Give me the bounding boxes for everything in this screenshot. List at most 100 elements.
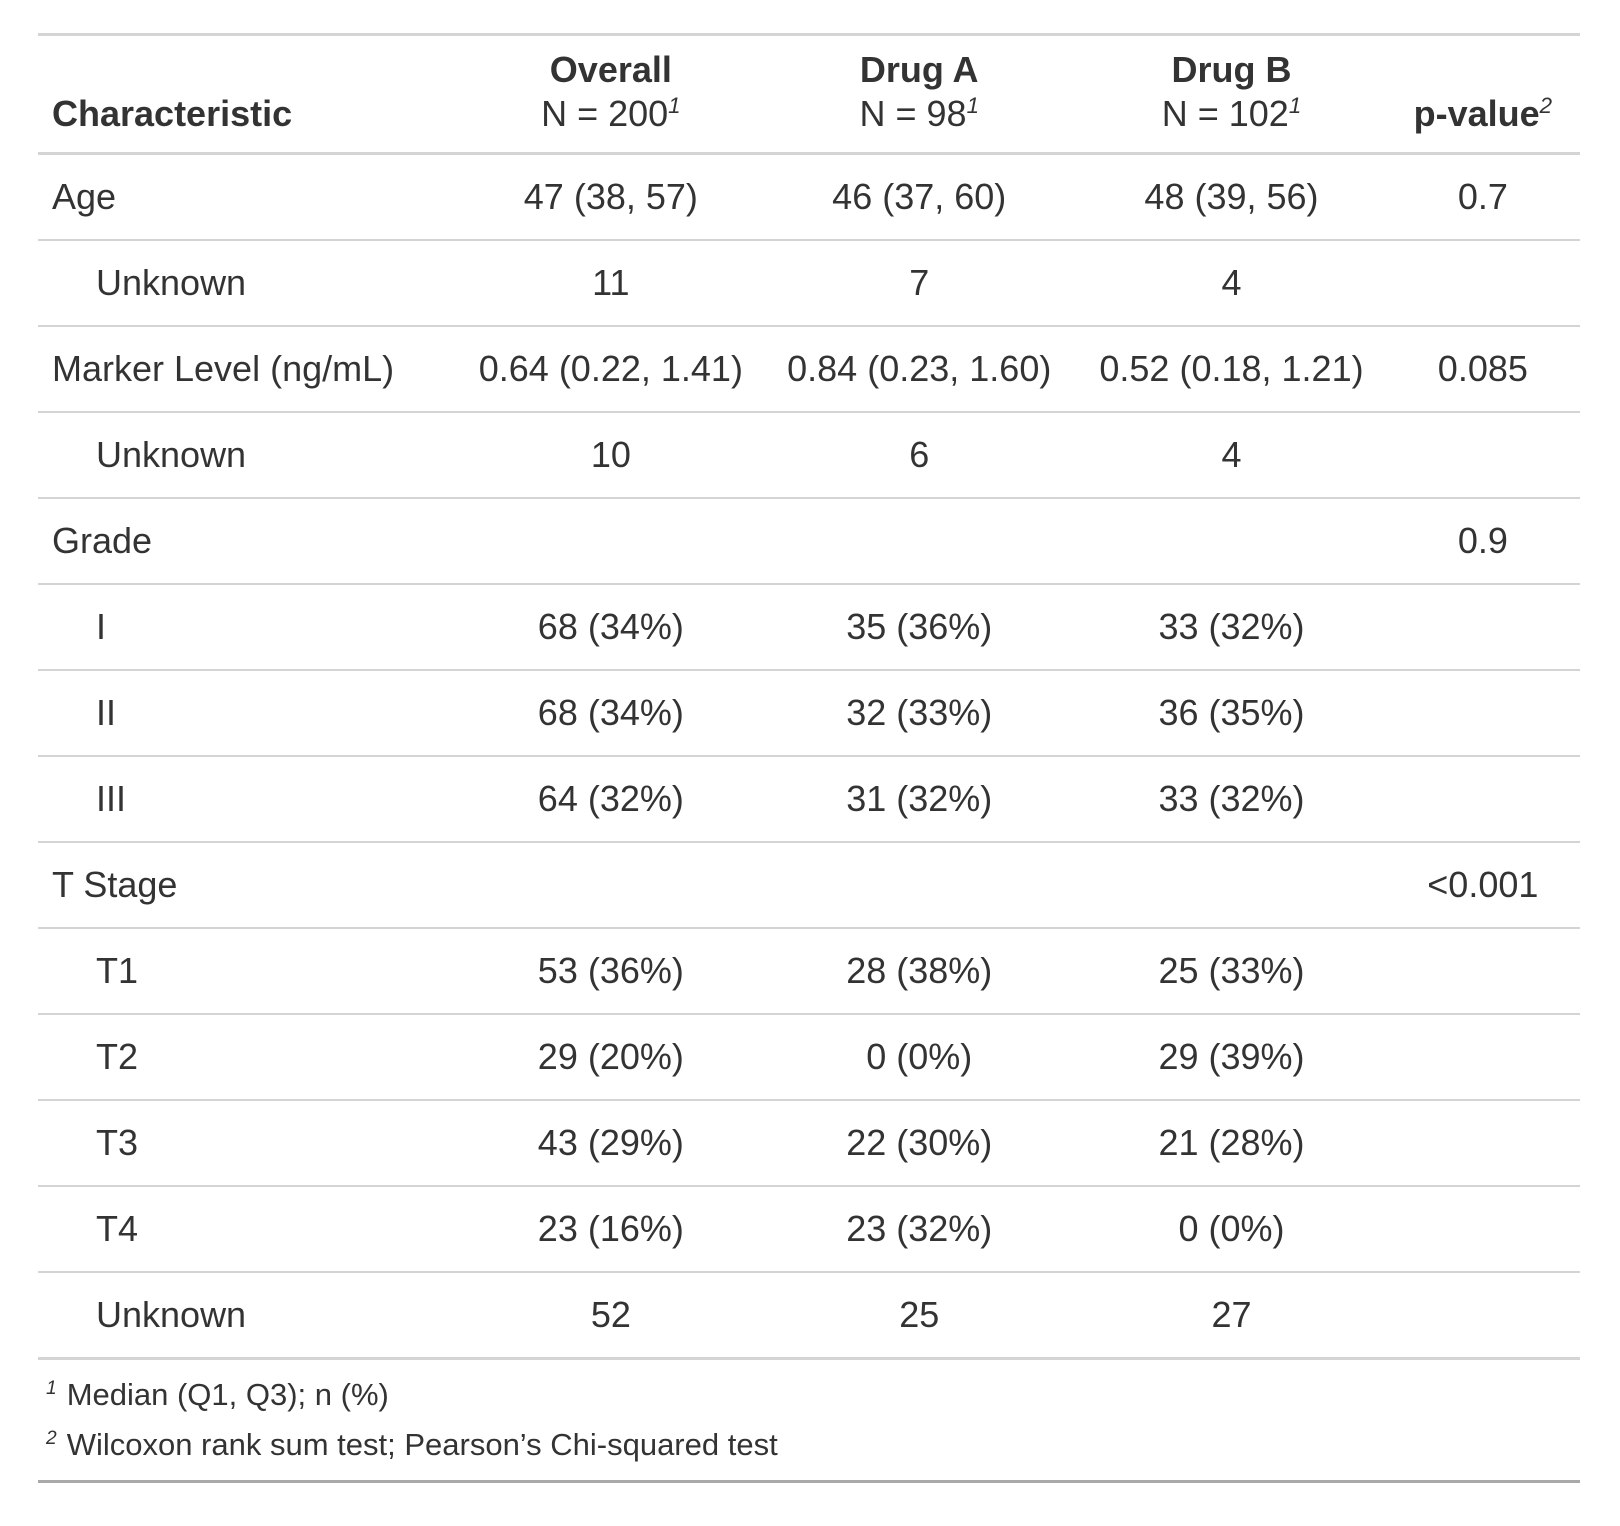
cell-drug-b: 0 (0%): [1077, 1186, 1386, 1273]
header-pvalue-title: p-value: [1413, 93, 1540, 134]
cell-drug-a: [761, 842, 1078, 929]
cell-overall: [460, 498, 762, 585]
summary-table: Characteristic Overall N = 2001 Drug A N…: [38, 33, 1580, 1483]
header-overall-n: N = 2001: [471, 92, 752, 136]
cell-drug-b: 0.52 (0.18, 1.21): [1077, 326, 1386, 413]
cell-overall: 43 (29%): [460, 1100, 762, 1187]
row-label: Unknown: [38, 1272, 461, 1360]
table-row: I 68 (34%) 35 (36%) 33 (32%): [38, 584, 1580, 671]
footnote-text: Median (Q1, Q3); n (%): [66, 1377, 389, 1412]
table-row: III 64 (32%) 31 (32%) 33 (32%): [38, 756, 1580, 843]
footnote-mark: 2: [46, 1427, 57, 1449]
table-header: Characteristic Overall N = 2001 Drug A N…: [38, 33, 1580, 155]
cell-drug-b: 27: [1077, 1272, 1386, 1360]
cell-overall: 0.64 (0.22, 1.41): [460, 326, 762, 413]
row-label: T4: [38, 1186, 461, 1273]
header-row: Characteristic Overall N = 2001 Drug A N…: [38, 33, 1580, 155]
cell-pvalue: [1385, 1272, 1580, 1360]
cell-overall: 29 (20%): [460, 1014, 762, 1101]
table-row: T2 29 (20%) 0 (0%) 29 (39%): [38, 1014, 1580, 1101]
footnotes: 1 Median (Q1, Q3); n (%) 2 Wilcoxon rank s…: [38, 1359, 1580, 1482]
header-overall-n-text: N = 200: [541, 93, 669, 134]
header-drug-b-title: Drug B: [1171, 49, 1292, 90]
footnote-text: Wilcoxon rank sum test; Pearson’s Chi-sq…: [66, 1427, 778, 1462]
cell-overall: 11: [460, 240, 762, 327]
table-row: T Stage <0.001: [38, 842, 1580, 929]
cell-drug-b: [1077, 498, 1386, 585]
cell-drug-a: 6: [761, 412, 1078, 499]
cell-overall: 10: [460, 412, 762, 499]
header-overall: Overall N = 2001: [460, 33, 762, 155]
cell-drug-b: 4: [1077, 412, 1386, 499]
row-label: Age: [38, 153, 461, 241]
row-label: Unknown: [38, 412, 461, 499]
footnote-mark: 1: [46, 1377, 57, 1399]
cell-pvalue: 0.9: [1385, 498, 1580, 585]
cell-overall: 52: [460, 1272, 762, 1360]
cell-drug-b: 48 (39, 56): [1077, 153, 1386, 241]
cell-drug-a: 0 (0%): [761, 1014, 1078, 1101]
cell-pvalue: [1385, 1100, 1580, 1187]
table-row: T4 23 (16%) 23 (32%) 0 (0%): [38, 1186, 1580, 1273]
cell-pvalue: [1385, 928, 1580, 1015]
header-drug-b-n: N = 1021: [1087, 92, 1375, 136]
footnote-mark-1-icon: 1: [966, 93, 979, 118]
cell-drug-a: 28 (38%): [761, 928, 1078, 1015]
cell-drug-a: 0.84 (0.23, 1.60): [761, 326, 1078, 413]
cell-overall: 64 (32%): [460, 756, 762, 843]
cell-drug-b: [1077, 842, 1386, 929]
table-row: T3 43 (29%) 22 (30%) 21 (28%): [38, 1100, 1580, 1187]
cell-drug-a: [761, 498, 1078, 585]
header-drug-b: Drug B N = 1021: [1077, 33, 1386, 155]
cell-pvalue: [1385, 670, 1580, 757]
cell-overall: 53 (36%): [460, 928, 762, 1015]
row-label: T3: [38, 1100, 461, 1187]
row-label: III: [38, 756, 461, 843]
cell-pvalue: 0.7: [1385, 153, 1580, 241]
footnote-mark-1-icon: 1: [1288, 93, 1302, 118]
row-label: T2: [38, 1014, 461, 1101]
cell-pvalue: [1385, 240, 1580, 327]
footnote-mark-1-icon: 1: [668, 93, 681, 118]
cell-drug-a: 23 (32%): [761, 1186, 1078, 1273]
cell-pvalue: [1385, 1186, 1580, 1273]
footnote-mark-2-icon: 2: [1539, 93, 1553, 118]
table-row: Unknown 11 7 4: [38, 240, 1580, 327]
row-label: II: [38, 670, 461, 757]
table-row: T1 53 (36%) 28 (38%) 25 (33%): [38, 928, 1580, 1015]
cell-overall: 23 (16%): [460, 1186, 762, 1273]
cell-pvalue: [1385, 412, 1580, 499]
cell-drug-a: 46 (37, 60): [761, 153, 1078, 241]
cell-drug-a: 35 (36%): [761, 584, 1078, 671]
cell-drug-a: 31 (32%): [761, 756, 1078, 843]
cell-overall: 68 (34%): [460, 670, 762, 757]
table-row: Age 47 (38, 57) 46 (37, 60) 48 (39, 56) …: [38, 153, 1580, 241]
header-drug-a: Drug A N = 981: [761, 33, 1078, 155]
header-characteristic: Characteristic: [38, 33, 461, 155]
table-body: Age 47 (38, 57) 46 (37, 60) 48 (39, 56) …: [38, 153, 1580, 1360]
table-row: II 68 (34%) 32 (33%) 36 (35%): [38, 670, 1580, 757]
row-label: T1: [38, 928, 461, 1015]
footnote-row: 2 Wilcoxon rank sum test; Pearson’s Chi-s…: [38, 1420, 1580, 1482]
header-drug-a-title: Drug A: [859, 49, 979, 90]
table-row: Marker Level (ng/mL) 0.64 (0.22, 1.41) 0…: [38, 326, 1580, 413]
footnote-row: 1 Median (Q1, Q3); n (%): [38, 1359, 1580, 1421]
row-label: Marker Level (ng/mL): [38, 326, 461, 413]
cell-drug-a: 7: [761, 240, 1078, 327]
cell-drug-a: 22 (30%): [761, 1100, 1078, 1187]
row-label: Unknown: [38, 240, 461, 327]
cell-pvalue: [1385, 584, 1580, 671]
cell-drug-b: 33 (32%): [1077, 756, 1386, 843]
cell-overall: 68 (34%): [460, 584, 762, 671]
summary-table-container: Characteristic Overall N = 2001 Drug A N…: [38, 33, 1580, 1483]
header-drug-a-n: N = 981: [771, 92, 1067, 136]
table-row: Unknown 52 25 27: [38, 1272, 1580, 1360]
cell-drug-a: 32 (33%): [761, 670, 1078, 757]
row-label: Grade: [38, 498, 461, 585]
header-drug-b-n-text: N = 102: [1161, 93, 1289, 134]
cell-pvalue: <0.001: [1385, 842, 1580, 929]
cell-pvalue: [1385, 1014, 1580, 1101]
cell-drug-b: 21 (28%): [1077, 1100, 1386, 1187]
cell-drug-a: 25: [761, 1272, 1078, 1360]
cell-drug-b: 4: [1077, 240, 1386, 327]
